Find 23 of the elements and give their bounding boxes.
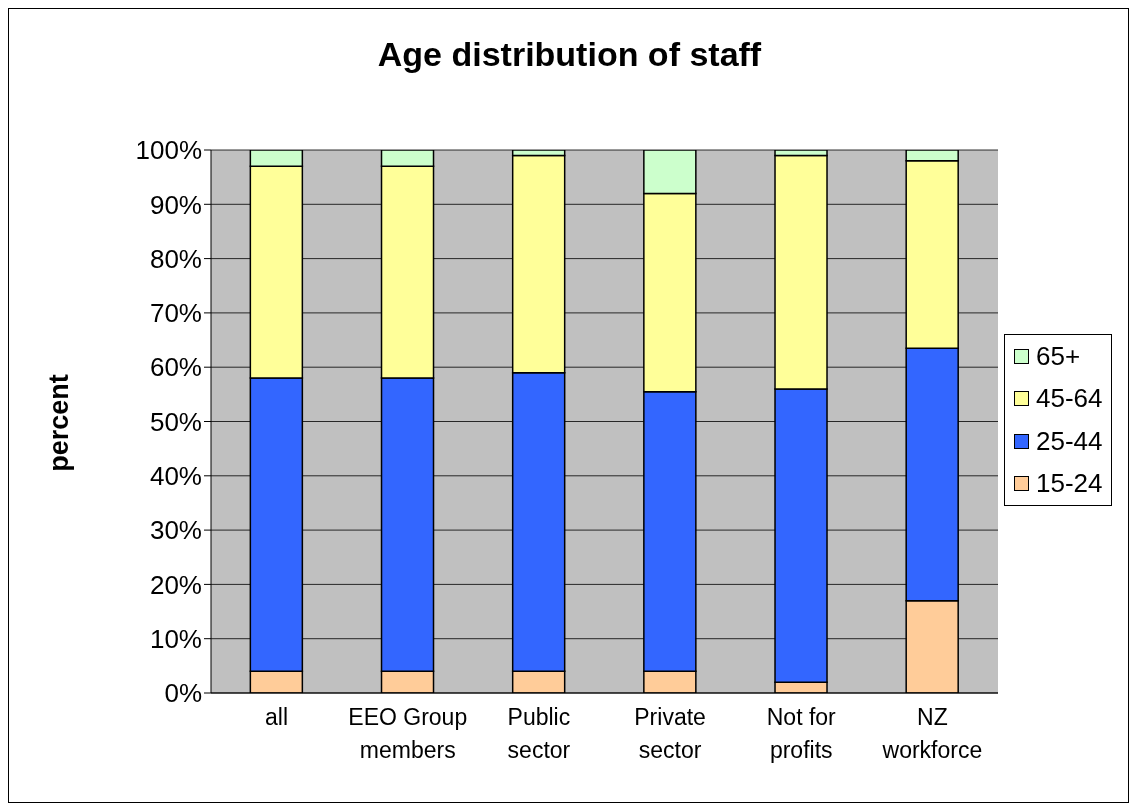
y-tick-label: 90% xyxy=(149,189,202,220)
y-tick-label: 10% xyxy=(149,623,202,654)
y-tick-label: 30% xyxy=(149,515,202,546)
y-tick-label: 100% xyxy=(135,135,202,166)
y-axis-title: percent xyxy=(43,373,75,474)
chart-title: Age distribution of staff xyxy=(376,34,763,74)
y-tick-label: 40% xyxy=(149,461,202,492)
legend-label: 25-44 xyxy=(1036,425,1103,457)
x-tick-label: Private sector xyxy=(634,704,706,763)
y-tick-label: 20% xyxy=(149,569,202,600)
y-tick-label: 0% xyxy=(164,678,202,709)
x-tick-label: NZ workforce xyxy=(881,704,983,763)
legend-label: 45-64 xyxy=(1036,383,1103,415)
x-tick-label: all xyxy=(265,704,289,730)
legend-label: 65+ xyxy=(1036,340,1081,372)
y-tick-label: 80% xyxy=(149,243,202,274)
y-tick-label: 70% xyxy=(149,298,202,329)
x-tick-label: Public sector xyxy=(507,704,571,763)
x-tick-label: Not for profits xyxy=(766,704,837,763)
y-tick-label: 50% xyxy=(149,406,202,437)
x-tick-label: EEO Group members xyxy=(348,704,468,763)
legend-label: 15-24 xyxy=(1036,468,1103,500)
y-tick-label: 60% xyxy=(149,352,202,383)
